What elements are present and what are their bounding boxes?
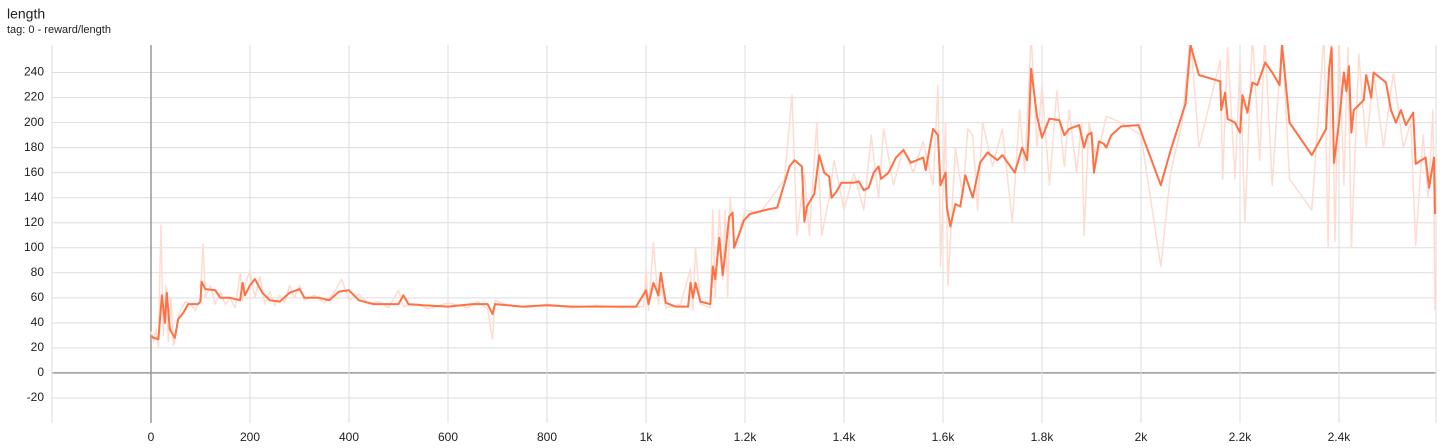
y-tick-label: 240 <box>24 65 44 79</box>
series-line <box>150 45 1436 341</box>
y-tick-label: 60 <box>31 290 45 304</box>
x-tick-label: 1k <box>640 430 654 444</box>
x-tick-label: 1.8k <box>1031 430 1055 444</box>
y-tick-label: 80 <box>31 265 45 279</box>
x-tick-label: 200 <box>240 430 260 444</box>
chart-subtitle: tag: 0 - reward/length <box>7 24 111 36</box>
y-tick-label: 40 <box>31 315 45 329</box>
y-tick-label: 180 <box>24 140 44 154</box>
y-tick-label: 140 <box>24 190 44 204</box>
x-tick-label: 1.2k <box>734 430 758 444</box>
y-tick-label: 100 <box>24 240 44 254</box>
x-tick-label: 800 <box>537 430 557 444</box>
x-tick-label: 1.6k <box>932 430 956 444</box>
x-tick-label: 1.4k <box>833 430 857 444</box>
plot-area <box>150 45 1436 349</box>
y-tick-label: 0 <box>37 365 44 379</box>
y-tick-label: 200 <box>24 115 44 129</box>
y-tick-label: 120 <box>24 215 44 229</box>
y-tick-label: -20 <box>27 390 45 404</box>
x-tick-label: 600 <box>438 430 458 444</box>
y-tick-label: 20 <box>31 340 45 354</box>
axis-labels: -20 0 20 40 60 80 100 120 140 160 180 200 220 240 0 200… <box>24 65 1351 444</box>
chart-title: length <box>7 6 45 22</box>
grid <box>51 45 1437 423</box>
x-tick-label: 0 <box>148 430 155 444</box>
x-tick-label: 2.4k <box>1328 430 1352 444</box>
y-tick-label: 160 <box>24 165 44 179</box>
series-line <box>150 45 1436 349</box>
x-tick-label: 400 <box>339 430 359 444</box>
y-tick-label: 220 <box>24 90 44 104</box>
x-tick-label: 2.2k <box>1229 430 1253 444</box>
x-tick-label: 2k <box>1135 430 1149 444</box>
